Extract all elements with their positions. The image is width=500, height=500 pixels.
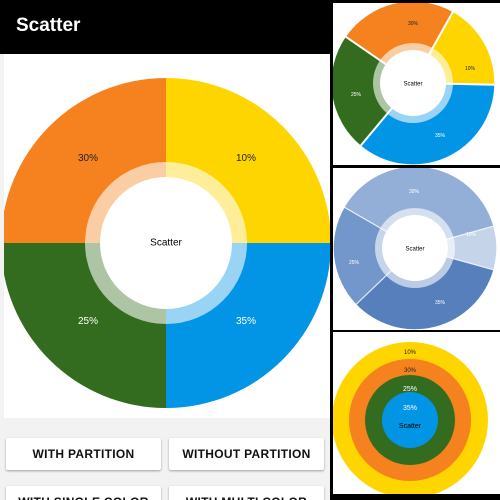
donut-chart-single-color: 30% 10% 25% 35% Scatter <box>333 168 497 330</box>
with-partition-button[interactable]: WITH PARTITION <box>6 438 161 470</box>
slice-orange <box>345 3 453 83</box>
slice-blue <box>360 83 495 165</box>
app-title: Scatter <box>16 15 81 36</box>
label-blue: 35% <box>236 316 256 327</box>
label-green: 25% <box>349 260 360 266</box>
center-hole <box>100 177 232 309</box>
slice-green <box>333 207 415 305</box>
label-yellow: 10% <box>236 153 256 164</box>
label-blue: 35% <box>435 133 446 139</box>
center-hole <box>380 50 446 116</box>
label-green: 25% <box>78 316 98 327</box>
donut-chart-main: 30% 10% 25% 35% Scatter <box>4 78 330 408</box>
preview-single-color[interactable]: 30% 10% 25% 35% Scatter <box>333 168 500 330</box>
with-single-color-button[interactable]: WITH SINGLE COLOR <box>6 486 161 500</box>
preview-multi-color[interactable]: 10% 30% 25% 35% Scatter <box>333 332 500 494</box>
label-orange: 30% <box>78 153 98 164</box>
preview-partition[interactable]: 30% 10% 25% 35% Scatter <box>333 3 500 165</box>
center-label: Scatter <box>405 247 424 253</box>
label-orange: 30% <box>409 189 420 195</box>
slice-blue <box>356 248 494 330</box>
label-blue: 35% <box>435 300 446 306</box>
label-yellow: 10% <box>465 66 476 72</box>
label-yellow: 10% <box>466 232 477 238</box>
center-hole <box>382 215 448 281</box>
app-bar: Scatter <box>0 0 330 54</box>
label-blue: 35% <box>403 405 417 412</box>
slice-green <box>333 36 413 146</box>
label-yellow: 10% <box>404 350 417 356</box>
label-green: 25% <box>351 92 362 98</box>
donut-chart-partition: 30% 10% 25% 35% Scatter <box>333 3 495 165</box>
center-label: Scatter <box>150 238 182 249</box>
center-label: Scatter <box>403 82 422 88</box>
ring-blue <box>382 392 438 448</box>
with-multi-color-button[interactable]: WITH MULTI COLOR <box>169 486 324 500</box>
concentric-chart: 10% 30% 25% 35% Scatter <box>333 342 488 494</box>
main-screen: Scatter 30% 10% 25% 35% Scatter WITH PAR… <box>0 0 330 500</box>
label-orange: 30% <box>404 368 417 374</box>
center-label: Scatter <box>399 423 422 430</box>
slice-yellow <box>415 226 497 270</box>
without-partition-button[interactable]: WITHOUT PARTITION <box>169 438 324 470</box>
label-green: 25% <box>403 386 417 393</box>
label-orange: 30% <box>408 21 419 27</box>
